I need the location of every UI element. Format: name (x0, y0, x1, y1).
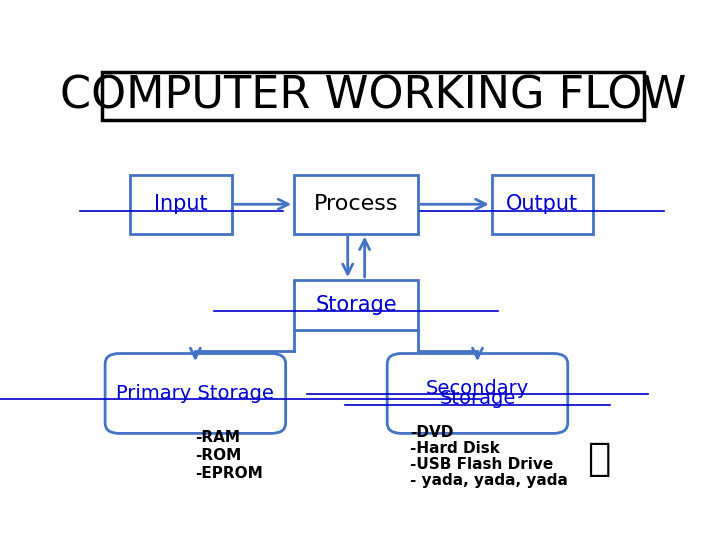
Text: Primary Storage: Primary Storage (116, 384, 274, 403)
Text: COMPUTER WORKING FLOW: COMPUTER WORKING FLOW (60, 74, 687, 117)
FancyBboxPatch shape (294, 280, 418, 330)
Text: -EPROM: -EPROM (195, 466, 263, 481)
Text: Output: Output (506, 194, 579, 214)
Text: -Hard Disk: -Hard Disk (410, 442, 499, 456)
Text: Process: Process (314, 194, 398, 214)
Text: Storage: Storage (315, 295, 397, 315)
FancyBboxPatch shape (387, 353, 568, 434)
Text: Storage: Storage (439, 389, 515, 408)
Text: - yada, yada, yada: - yada, yada, yada (410, 473, 568, 488)
Text: -RAM: -RAM (195, 430, 240, 445)
FancyBboxPatch shape (102, 72, 644, 120)
FancyBboxPatch shape (130, 175, 232, 234)
Text: -DVD: -DVD (410, 425, 453, 441)
FancyBboxPatch shape (294, 175, 418, 234)
Text: -ROM: -ROM (195, 448, 242, 463)
Text: Input: Input (154, 194, 208, 214)
Text: 🚚: 🚚 (587, 440, 611, 478)
Text: -USB Flash Drive: -USB Flash Drive (410, 458, 553, 472)
Text: Secondary: Secondary (426, 378, 529, 397)
FancyBboxPatch shape (105, 353, 285, 434)
FancyBboxPatch shape (491, 175, 593, 234)
